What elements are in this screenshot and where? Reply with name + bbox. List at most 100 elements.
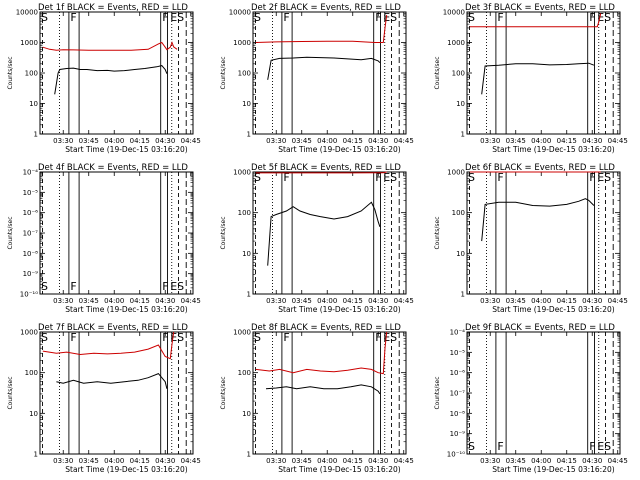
y-tick-label: 100 bbox=[452, 70, 465, 78]
event-annotation: F bbox=[375, 331, 381, 344]
y-tick-label: 1000 bbox=[233, 169, 251, 177]
x-tick-label: 04:15 bbox=[557, 297, 577, 305]
x-tick-label: 04:45 bbox=[608, 137, 628, 145]
x-axis-label: Start Time (19-Dec-15 03:16:20) bbox=[278, 305, 400, 314]
x-tick-label: 04:30 bbox=[368, 137, 388, 145]
y-tick-label: 100 bbox=[238, 369, 251, 377]
y-tick-label: 10 bbox=[456, 100, 465, 108]
x-tick-label: 04:45 bbox=[608, 297, 628, 305]
lld-series-line bbox=[255, 171, 387, 174]
panel-title: Det 9f BLACK = Events, RED = LLD bbox=[465, 323, 615, 333]
plot-frame bbox=[39, 171, 194, 295]
plot-frame bbox=[252, 11, 407, 135]
x-tick-label: 04:45 bbox=[181, 137, 201, 145]
events-series-line bbox=[481, 62, 595, 95]
y-tick-label: 10000 bbox=[443, 9, 465, 17]
x-tick-label: 04:00 bbox=[531, 297, 551, 305]
x-tick-label: 04:00 bbox=[531, 457, 551, 465]
y-tick-label: 10 bbox=[242, 100, 251, 108]
y-tick-label: 10⁻⁴ bbox=[450, 329, 466, 337]
y-tick-label: 1000 bbox=[447, 39, 465, 47]
lld-series-line bbox=[42, 331, 175, 360]
panel-title: Det 5f BLACK = Events, RED = LLD bbox=[251, 163, 401, 173]
event-annotation: F bbox=[162, 11, 168, 24]
x-tick-label: 03:30 bbox=[480, 297, 500, 305]
y-tick-label: 10 bbox=[456, 250, 465, 258]
y-tick-label: 10⁻⁶ bbox=[450, 369, 466, 377]
x-axis-label: Start Time (19-Dec-15 03:16:20) bbox=[65, 465, 187, 474]
x-tick-label: 04:00 bbox=[317, 297, 337, 305]
y-axis-label: Counts/sec bbox=[434, 376, 441, 409]
y-tick-label: 100 bbox=[238, 209, 251, 217]
lld-series-line bbox=[255, 14, 388, 43]
plot-frame bbox=[252, 331, 407, 455]
x-tick-label: 03:30 bbox=[266, 297, 286, 305]
y-tick-label: 10⁻⁷ bbox=[23, 230, 39, 238]
panel-4: Det 4f BLACK = Events, RED = LLD 10⁻¹⁰ 10⁻… bbox=[7, 163, 201, 314]
y-tick-label: 10 bbox=[29, 410, 38, 418]
y-tick-label: 1 bbox=[247, 131, 251, 139]
x-tick-label: 04:00 bbox=[317, 137, 337, 145]
panel-2: Det 2f BLACK = Events, RED = LLD 1 10 100 10… bbox=[220, 3, 414, 154]
y-tick-label: 10 bbox=[242, 250, 251, 258]
x-tick-label: 03:45 bbox=[79, 297, 99, 305]
y-axis-label: Counts/sec bbox=[434, 216, 441, 249]
event-annotation: F bbox=[589, 440, 595, 453]
event-annotation: F bbox=[283, 11, 289, 24]
y-tick-label: 100 bbox=[452, 209, 465, 217]
y-tick-label: 100 bbox=[25, 70, 38, 78]
event-annotation: F bbox=[70, 331, 76, 344]
x-tick-label: 03:45 bbox=[506, 297, 526, 305]
x-tick-label: 04:45 bbox=[394, 297, 414, 305]
y-tick-label: 10⁻⁵ bbox=[450, 349, 466, 357]
x-tick-label: 03:30 bbox=[53, 137, 73, 145]
x-tick-label: 04:45 bbox=[181, 297, 201, 305]
y-tick-label: 1000 bbox=[20, 329, 38, 337]
y-tick-label: 10⁻¹⁰ bbox=[20, 291, 38, 299]
x-tick-label: 03:30 bbox=[266, 457, 286, 465]
x-tick-label: 04:45 bbox=[394, 137, 414, 145]
plot-frame bbox=[252, 171, 407, 295]
y-tick-label: 100 bbox=[238, 70, 251, 78]
event-annotation: S bbox=[41, 331, 48, 344]
x-tick-label: 04:30 bbox=[582, 457, 602, 465]
y-tick-label: 10000 bbox=[229, 9, 251, 17]
x-tick-label: 04:45 bbox=[394, 457, 414, 465]
x-tick-label: 04:15 bbox=[343, 137, 363, 145]
x-tick-label: 04:15 bbox=[130, 297, 150, 305]
event-annotation: F bbox=[497, 11, 503, 24]
panel-5: Det 5f BLACK = Events, RED = LLD 1 10 100 10… bbox=[220, 163, 414, 314]
y-tick-label: 1000 bbox=[447, 169, 465, 177]
plot-frame bbox=[39, 11, 194, 135]
y-tick-label: 1 bbox=[34, 131, 38, 139]
event-annotation: F bbox=[589, 11, 595, 24]
x-tick-label: 03:45 bbox=[506, 457, 526, 465]
x-tick-label: 04:00 bbox=[531, 137, 551, 145]
plot-frame bbox=[466, 331, 621, 455]
events-series-line bbox=[267, 56, 381, 80]
events-series-line bbox=[54, 65, 168, 95]
y-tick-label: 10 bbox=[29, 100, 38, 108]
x-tick-label: 04:00 bbox=[104, 297, 124, 305]
x-tick-label: 04:30 bbox=[368, 457, 388, 465]
event-annotation: S bbox=[254, 171, 261, 184]
event-annotation: ES bbox=[597, 171, 611, 184]
y-tick-label: 10⁻⁹ bbox=[23, 270, 39, 278]
x-axis-label: Start Time (19-Dec-15 03:16:20) bbox=[65, 305, 187, 314]
y-tick-label: 1000 bbox=[233, 39, 251, 47]
y-tick-label: 1 bbox=[34, 451, 38, 459]
y-axis-label: Counts/sec bbox=[220, 376, 227, 409]
event-annotation: ES bbox=[170, 11, 184, 24]
event-annotation: F bbox=[283, 331, 289, 344]
event-annotation: F bbox=[283, 171, 289, 184]
event-annotation: ES bbox=[383, 11, 397, 24]
event-annotation: S bbox=[41, 280, 48, 293]
x-axis-label: Start Time (19-Dec-15 03:16:20) bbox=[492, 145, 614, 154]
y-axis-label: Counts/sec bbox=[220, 56, 227, 89]
x-tick-label: 03:45 bbox=[292, 137, 312, 145]
event-annotation: F bbox=[162, 331, 168, 344]
x-axis-label: Start Time (19-Dec-15 03:16:20) bbox=[492, 305, 614, 314]
y-axis-label: Counts/sec bbox=[220, 216, 227, 249]
lld-series-line bbox=[469, 13, 602, 28]
panel-9: Det 9f BLACK = Events, RED = LLD 10⁻¹⁰ 10⁻… bbox=[434, 323, 628, 474]
